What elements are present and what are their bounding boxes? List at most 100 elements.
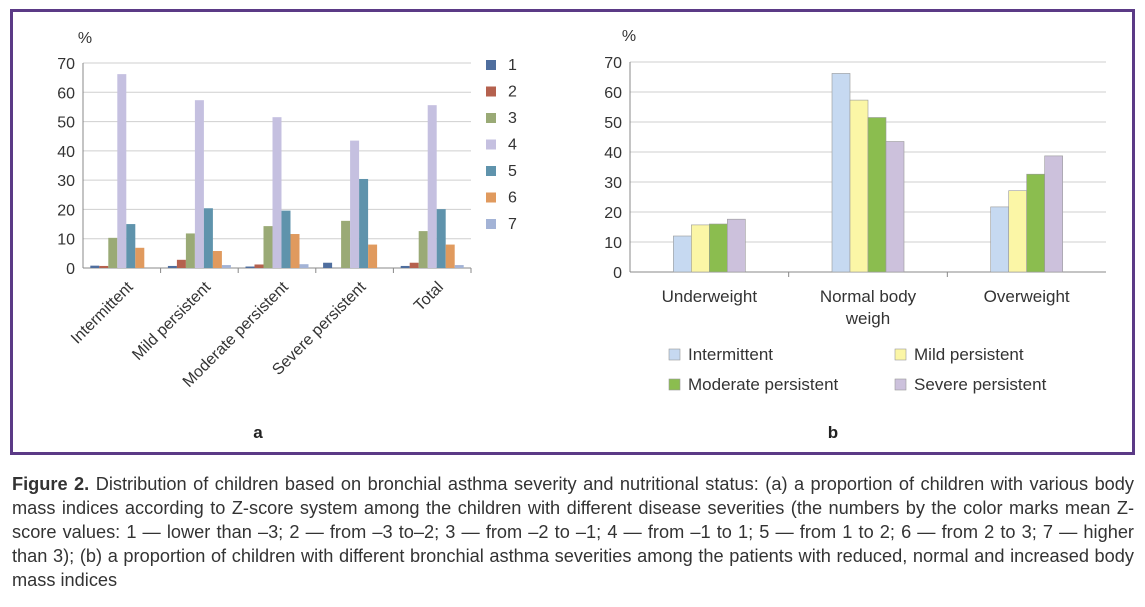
bar-b <box>1044 155 1063 273</box>
bar-a <box>299 264 309 268</box>
caption-text: Distribution of children based on bronch… <box>12 474 1135 590</box>
bar-b <box>727 218 746 273</box>
legend-swatch-a <box>486 60 496 70</box>
y-tick-label-a: 0 <box>66 261 75 278</box>
chart-b: 0 10 20 30 40 50 60 70% Underweight Normal body we… <box>604 28 1106 394</box>
y-tick-label-a: 30 <box>57 173 75 190</box>
legend-label-a: 4 <box>508 137 517 154</box>
y-tick-label-a: 40 <box>57 144 75 161</box>
figure-caption: Figure 2. Distribution of children based… <box>12 472 1134 592</box>
bar-a <box>359 178 369 268</box>
bar-a <box>409 262 419 268</box>
bar-a <box>126 224 136 268</box>
legend-label-b: Severe persistent <box>914 375 1047 394</box>
bar-b <box>673 235 692 273</box>
x-tick-label-a: Total <box>411 279 447 315</box>
bar-a <box>427 105 437 269</box>
x-tick-label-b: Normal body <box>820 287 917 306</box>
bar-a <box>99 265 109 268</box>
legend-swatch-b <box>668 348 681 361</box>
legend-label-a: 1 <box>508 57 517 74</box>
x-tick-label-b: weigh <box>845 309 890 328</box>
legend-label-b: Moderate persistent <box>688 375 839 394</box>
panel-a-label: a <box>253 423 263 442</box>
legend-swatch-a <box>486 86 496 97</box>
y-tick-label-b: 10 <box>604 235 622 252</box>
legend-label-a: 2 <box>508 84 517 101</box>
bar-a <box>245 266 255 268</box>
legend-swatch-b <box>668 378 681 391</box>
bar-a <box>323 262 333 268</box>
bar-b <box>831 73 851 273</box>
panel-b-label: b <box>828 423 838 442</box>
bar-a <box>454 265 464 268</box>
y-tick-label-a: 70 <box>57 56 75 73</box>
bar-a <box>203 208 213 268</box>
bar-b <box>1008 190 1027 273</box>
y-tick-label-b: 70 <box>604 55 622 72</box>
bar-b <box>1026 173 1045 273</box>
bar-a <box>400 265 410 268</box>
legend-swatch-a <box>486 219 496 229</box>
bar-a <box>108 237 118 268</box>
bar-b <box>709 223 728 273</box>
bar-a <box>212 251 222 268</box>
legend-swatch-b <box>894 378 907 391</box>
legend-swatch-b <box>894 348 907 361</box>
bar-a <box>445 244 455 268</box>
legend-swatch-a <box>486 139 496 150</box>
bar-a <box>341 220 351 268</box>
bar-a <box>117 74 127 268</box>
y-tick-label-a: 50 <box>57 115 75 132</box>
legend-swatch-a <box>486 192 496 203</box>
x-tick-label-a: Mild persistent <box>129 278 214 363</box>
bar-a <box>418 231 428 268</box>
x-tick-label-b: Underweight <box>662 287 758 306</box>
legend-label-a: 6 <box>508 190 517 207</box>
y-axis-label-a: % <box>78 30 92 47</box>
bar-a <box>167 265 177 268</box>
bar-b <box>990 206 1009 273</box>
legend-swatch-a <box>486 113 496 123</box>
bar-a <box>436 209 446 268</box>
y-tick-label-b: 40 <box>604 145 622 162</box>
bar-a <box>350 140 360 268</box>
bar-a <box>272 117 282 268</box>
legend-label-a: 7 <box>508 216 517 233</box>
figure-frame: 0 10 20 30 40 50 60 70% Intermittent Mild persist… <box>10 9 1135 455</box>
legend-label-a: 5 <box>508 163 517 180</box>
y-tick-label-a: 10 <box>57 232 75 249</box>
y-tick-label-b: 60 <box>604 85 622 102</box>
bar-a <box>221 265 231 268</box>
bar-a <box>176 259 186 268</box>
legend-label-a: 3 <box>508 110 517 127</box>
bar-a <box>135 247 145 268</box>
bar-b <box>691 224 710 273</box>
bar-a <box>290 234 300 268</box>
x-tick-label-b: Overweight <box>984 287 1070 306</box>
y-tick-label-a: 20 <box>57 202 75 219</box>
bar-a <box>194 100 204 268</box>
y-tick-label-b: 30 <box>604 175 622 192</box>
bar-a <box>185 233 195 268</box>
y-axis-label-b: % <box>622 28 636 45</box>
bar-b <box>885 141 905 273</box>
bar-b <box>849 99 869 273</box>
legend-label-b: Mild persistent <box>914 345 1024 364</box>
bar-a <box>254 264 264 268</box>
bar-b <box>867 117 887 273</box>
legend-label-b: Intermittent <box>688 345 773 364</box>
caption-label: Figure 2. <box>12 474 90 494</box>
bar-a <box>263 226 273 268</box>
bar-a <box>368 244 378 268</box>
bar-a <box>281 210 291 268</box>
bar-a <box>90 265 100 268</box>
legend-swatch-a <box>486 166 496 176</box>
y-tick-label-a: 60 <box>57 85 75 102</box>
x-tick-label-a: Intermittent <box>68 278 137 347</box>
y-tick-label-b: 0 <box>613 265 622 282</box>
y-tick-label-b: 20 <box>604 205 622 222</box>
y-tick-label-b: 50 <box>604 115 622 132</box>
